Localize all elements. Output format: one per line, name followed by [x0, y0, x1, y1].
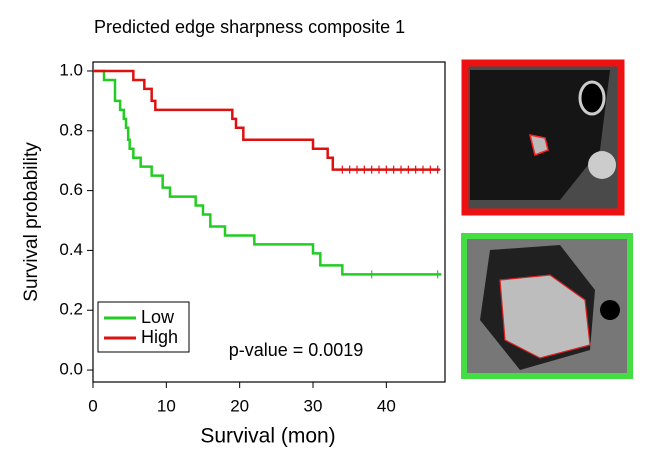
censor-mark: [398, 165, 404, 174]
y-tick-label: 0.0: [59, 360, 83, 379]
plot-frame: [92, 61, 446, 383]
survival-curve: [93, 69, 440, 171]
censor-mark: [368, 270, 375, 279]
ct-image-high: [461, 59, 625, 216]
censor-mark: [434, 270, 441, 279]
censor-mark: [412, 165, 419, 174]
y-tick-label: 0.4: [59, 240, 83, 259]
censor-mark: [405, 165, 412, 174]
survival-curve: [93, 69, 442, 276]
x-axis-label: Survival (mon): [200, 425, 335, 448]
x-tick-label: 20: [230, 396, 249, 415]
censor-mark: [427, 165, 434, 174]
censor-mark: [339, 165, 346, 174]
y-axis-label: Survival probability: [21, 142, 42, 302]
x-tick-label: 30: [304, 396, 323, 415]
legend-label: Low: [141, 307, 175, 327]
y-tick-label: 0.6: [59, 180, 83, 199]
x-tick-label: 0: [88, 396, 97, 415]
y-tick-label: 0.8: [59, 120, 83, 139]
x-tick-label: 40: [377, 396, 396, 415]
censor-mark: [346, 165, 353, 174]
censor-mark: [390, 165, 397, 174]
censor-mark: [383, 165, 390, 174]
censor-mark: [354, 165, 360, 174]
p-value: p-value = 0.0019: [229, 340, 364, 360]
x-tick-label: 10: [157, 396, 176, 415]
censor-mark: [376, 165, 382, 174]
y-tick-label: 0.2: [59, 300, 83, 319]
legend-label: High: [141, 327, 178, 347]
censor-mark: [361, 165, 368, 174]
y-tick-label: 1.0: [59, 60, 83, 79]
legend-box: [97, 301, 190, 353]
ct-image-low: [461, 233, 633, 379]
censor-mark: [420, 165, 426, 174]
censor-mark: [434, 165, 441, 174]
censor-mark: [368, 165, 375, 174]
chart-title: Predicted edge sharpness composite 1: [94, 17, 405, 37]
